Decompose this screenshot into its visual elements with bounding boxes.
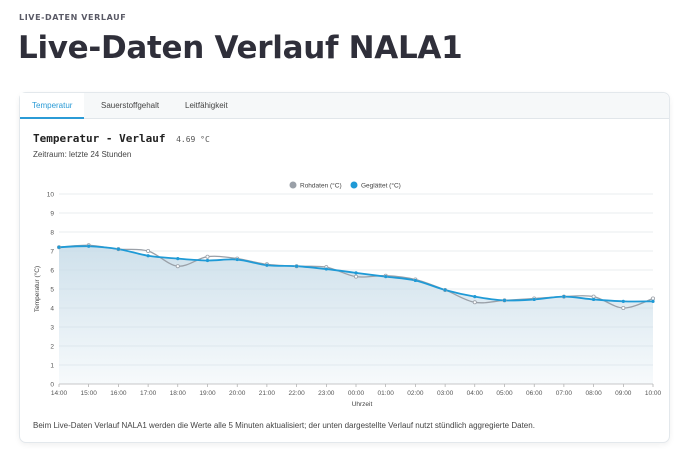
y-tick-label: 8 xyxy=(50,230,54,237)
x-tick-label: 00:00 xyxy=(348,390,365,397)
chart-footnote: Beim Live-Daten Verlauf NALA1 werden die… xyxy=(33,421,535,430)
x-tick-label: 19:00 xyxy=(199,390,216,397)
point-geglaettet xyxy=(384,275,388,279)
y-tick-label: 7 xyxy=(50,249,54,256)
time-range-label: Zeitraum: letzte 24 Stunden xyxy=(33,150,132,159)
point-geglaettet xyxy=(651,299,655,303)
tab-bar: Temperatur Sauerstoffgehalt Leitfähigkei… xyxy=(20,93,669,119)
x-tick-label: 01:00 xyxy=(378,390,395,397)
page-eyebrow: LIVE-DATEN VERLAUF xyxy=(19,13,127,22)
x-tick-label: 05:00 xyxy=(496,390,513,397)
point-geglaettet xyxy=(57,245,61,249)
y-tick-label: 4 xyxy=(50,306,54,313)
x-tick-label: 18:00 xyxy=(170,390,187,397)
legend-label-rohdaten: Rohdaten (°C) xyxy=(300,182,342,190)
point-rohdaten xyxy=(472,300,477,305)
point-geglaettet xyxy=(473,295,477,299)
x-tick-label: 22:00 xyxy=(288,390,305,397)
tab-leitfaehigkeit[interactable]: Leitfähigkeit xyxy=(185,101,228,110)
point-geglaettet xyxy=(532,297,536,302)
x-tick-label: 04:00 xyxy=(467,390,484,397)
point-geglaettet xyxy=(265,263,269,267)
point-rohdaten xyxy=(175,264,180,269)
page-title: Live-Daten Verlauf NALA1 xyxy=(18,30,463,66)
x-tick-label: 16:00 xyxy=(110,390,127,397)
smoothed-area xyxy=(59,246,653,384)
point-geglaettet xyxy=(87,244,91,248)
x-tick-label: 08:00 xyxy=(585,390,602,397)
chart-card: Temperatur Sauerstoffgehalt Leitfähigkei… xyxy=(19,92,670,443)
point-geglaettet xyxy=(502,298,507,302)
y-tick-label: 10 xyxy=(47,192,55,199)
y-axis-label: Temperatur (°C) xyxy=(33,266,41,312)
chart-panel-title: Temperatur - Verlauf 4.69 °C xyxy=(33,132,210,145)
legend-marker-rohdaten xyxy=(289,181,297,189)
y-tick-label: 0 xyxy=(50,382,54,389)
point-geglaettet xyxy=(324,267,328,271)
x-tick-label: 10:00 xyxy=(645,390,662,397)
point-geglaettet xyxy=(592,297,596,302)
x-tick-label: 07:00 xyxy=(556,390,573,397)
temperature-chart: Rohdaten (°C) Geglättet (°C) 0 1 2 3 4 5 6 7 8 9 10… xyxy=(33,181,662,408)
x-tick-label: 09:00 xyxy=(615,390,632,397)
point-geglaettet xyxy=(176,257,180,261)
point-rohdaten xyxy=(205,254,210,259)
legend-marker-geglaettet xyxy=(350,181,358,189)
x-tick-label: 15:00 xyxy=(81,390,98,397)
y-tick-label: 6 xyxy=(50,268,54,275)
x-tick-label: 21:00 xyxy=(259,390,276,397)
chart-title-text: Temperatur - Verlauf xyxy=(33,132,166,145)
y-tick-label: 1 xyxy=(50,363,54,370)
point-geglaettet xyxy=(354,271,358,275)
point-geglaettet xyxy=(235,257,239,262)
chart-legend: Rohdaten (°C) Geglättet (°C) xyxy=(289,181,401,190)
y-tick-label: 2 xyxy=(50,344,54,351)
y-tick-label: 9 xyxy=(50,211,54,218)
x-tick-label: 06:00 xyxy=(526,390,543,397)
x-tick-label: 14:00 xyxy=(51,390,68,397)
x-axis-label: Uhrzeit xyxy=(352,401,373,408)
point-geglaettet xyxy=(562,295,566,299)
current-value: 4.69 °C xyxy=(176,135,210,144)
point-geglaettet xyxy=(205,258,210,263)
tab-sauerstoffgehalt[interactable]: Sauerstoffgehalt xyxy=(101,101,160,110)
legend-label-geglaettet: Geglättet (°C) xyxy=(361,182,401,190)
point-geglaettet xyxy=(413,278,417,283)
point-rohdaten xyxy=(651,296,656,301)
y-tick-label: 3 xyxy=(50,325,54,332)
point-geglaettet xyxy=(295,264,299,268)
point-rohdaten xyxy=(353,274,358,279)
point-geglaettet xyxy=(116,247,120,251)
point-geglaettet xyxy=(443,288,447,292)
x-tick-label: 17:00 xyxy=(140,390,157,397)
x-tick-label: 23:00 xyxy=(318,390,335,397)
y-tick-label: 5 xyxy=(50,287,54,294)
point-rohdaten xyxy=(591,294,596,299)
point-geglaettet xyxy=(146,254,150,258)
tab-temperatur[interactable]: Temperatur xyxy=(20,93,85,119)
x-tick-label: 03:00 xyxy=(437,390,454,397)
point-rohdaten xyxy=(146,249,151,254)
x-tick-label: 02:00 xyxy=(407,390,424,397)
point-rohdaten xyxy=(621,305,626,310)
x-tick-label: 20:00 xyxy=(229,390,246,397)
point-geglaettet xyxy=(621,299,625,303)
